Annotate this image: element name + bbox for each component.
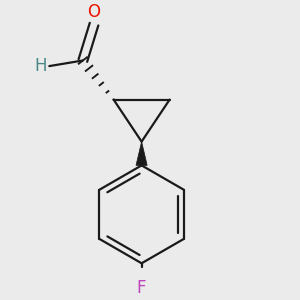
- Text: H: H: [34, 57, 46, 75]
- Text: F: F: [137, 279, 146, 297]
- Text: O: O: [88, 3, 100, 21]
- Polygon shape: [136, 142, 147, 165]
